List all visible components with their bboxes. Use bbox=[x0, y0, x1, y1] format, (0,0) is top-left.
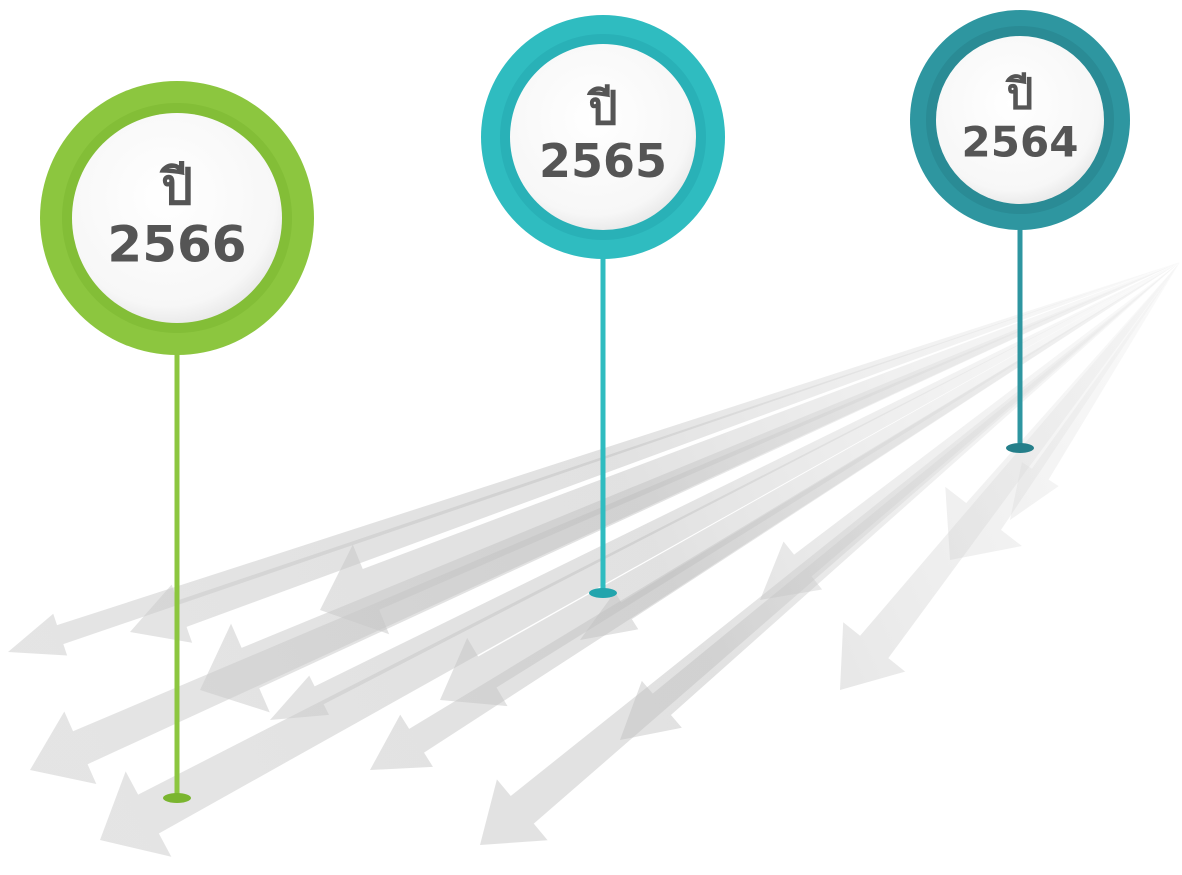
timeline-scene: ปี2566ปี2565ปี2564 bbox=[0, 0, 1182, 875]
page: {"pins": [ {"label": "ปี", "year": "2566… bbox=[0, 0, 1182, 875]
pin-stem bbox=[175, 351, 180, 798]
pin-foot bbox=[589, 588, 617, 598]
pin-label: ปี bbox=[159, 158, 193, 216]
pin-label: ปี bbox=[586, 81, 617, 135]
pin-year: 2565 bbox=[539, 134, 667, 188]
pin-foot bbox=[163, 793, 191, 803]
arrow bbox=[580, 262, 1180, 640]
pin: ปี2566 bbox=[40, 81, 314, 803]
pin-stem bbox=[1018, 226, 1023, 448]
pin-year: 2564 bbox=[962, 118, 1079, 167]
pin-label: ปี bbox=[1005, 69, 1033, 118]
pin-foot bbox=[1006, 443, 1034, 453]
pin-stem bbox=[601, 255, 606, 593]
pin-year: 2566 bbox=[107, 216, 246, 274]
